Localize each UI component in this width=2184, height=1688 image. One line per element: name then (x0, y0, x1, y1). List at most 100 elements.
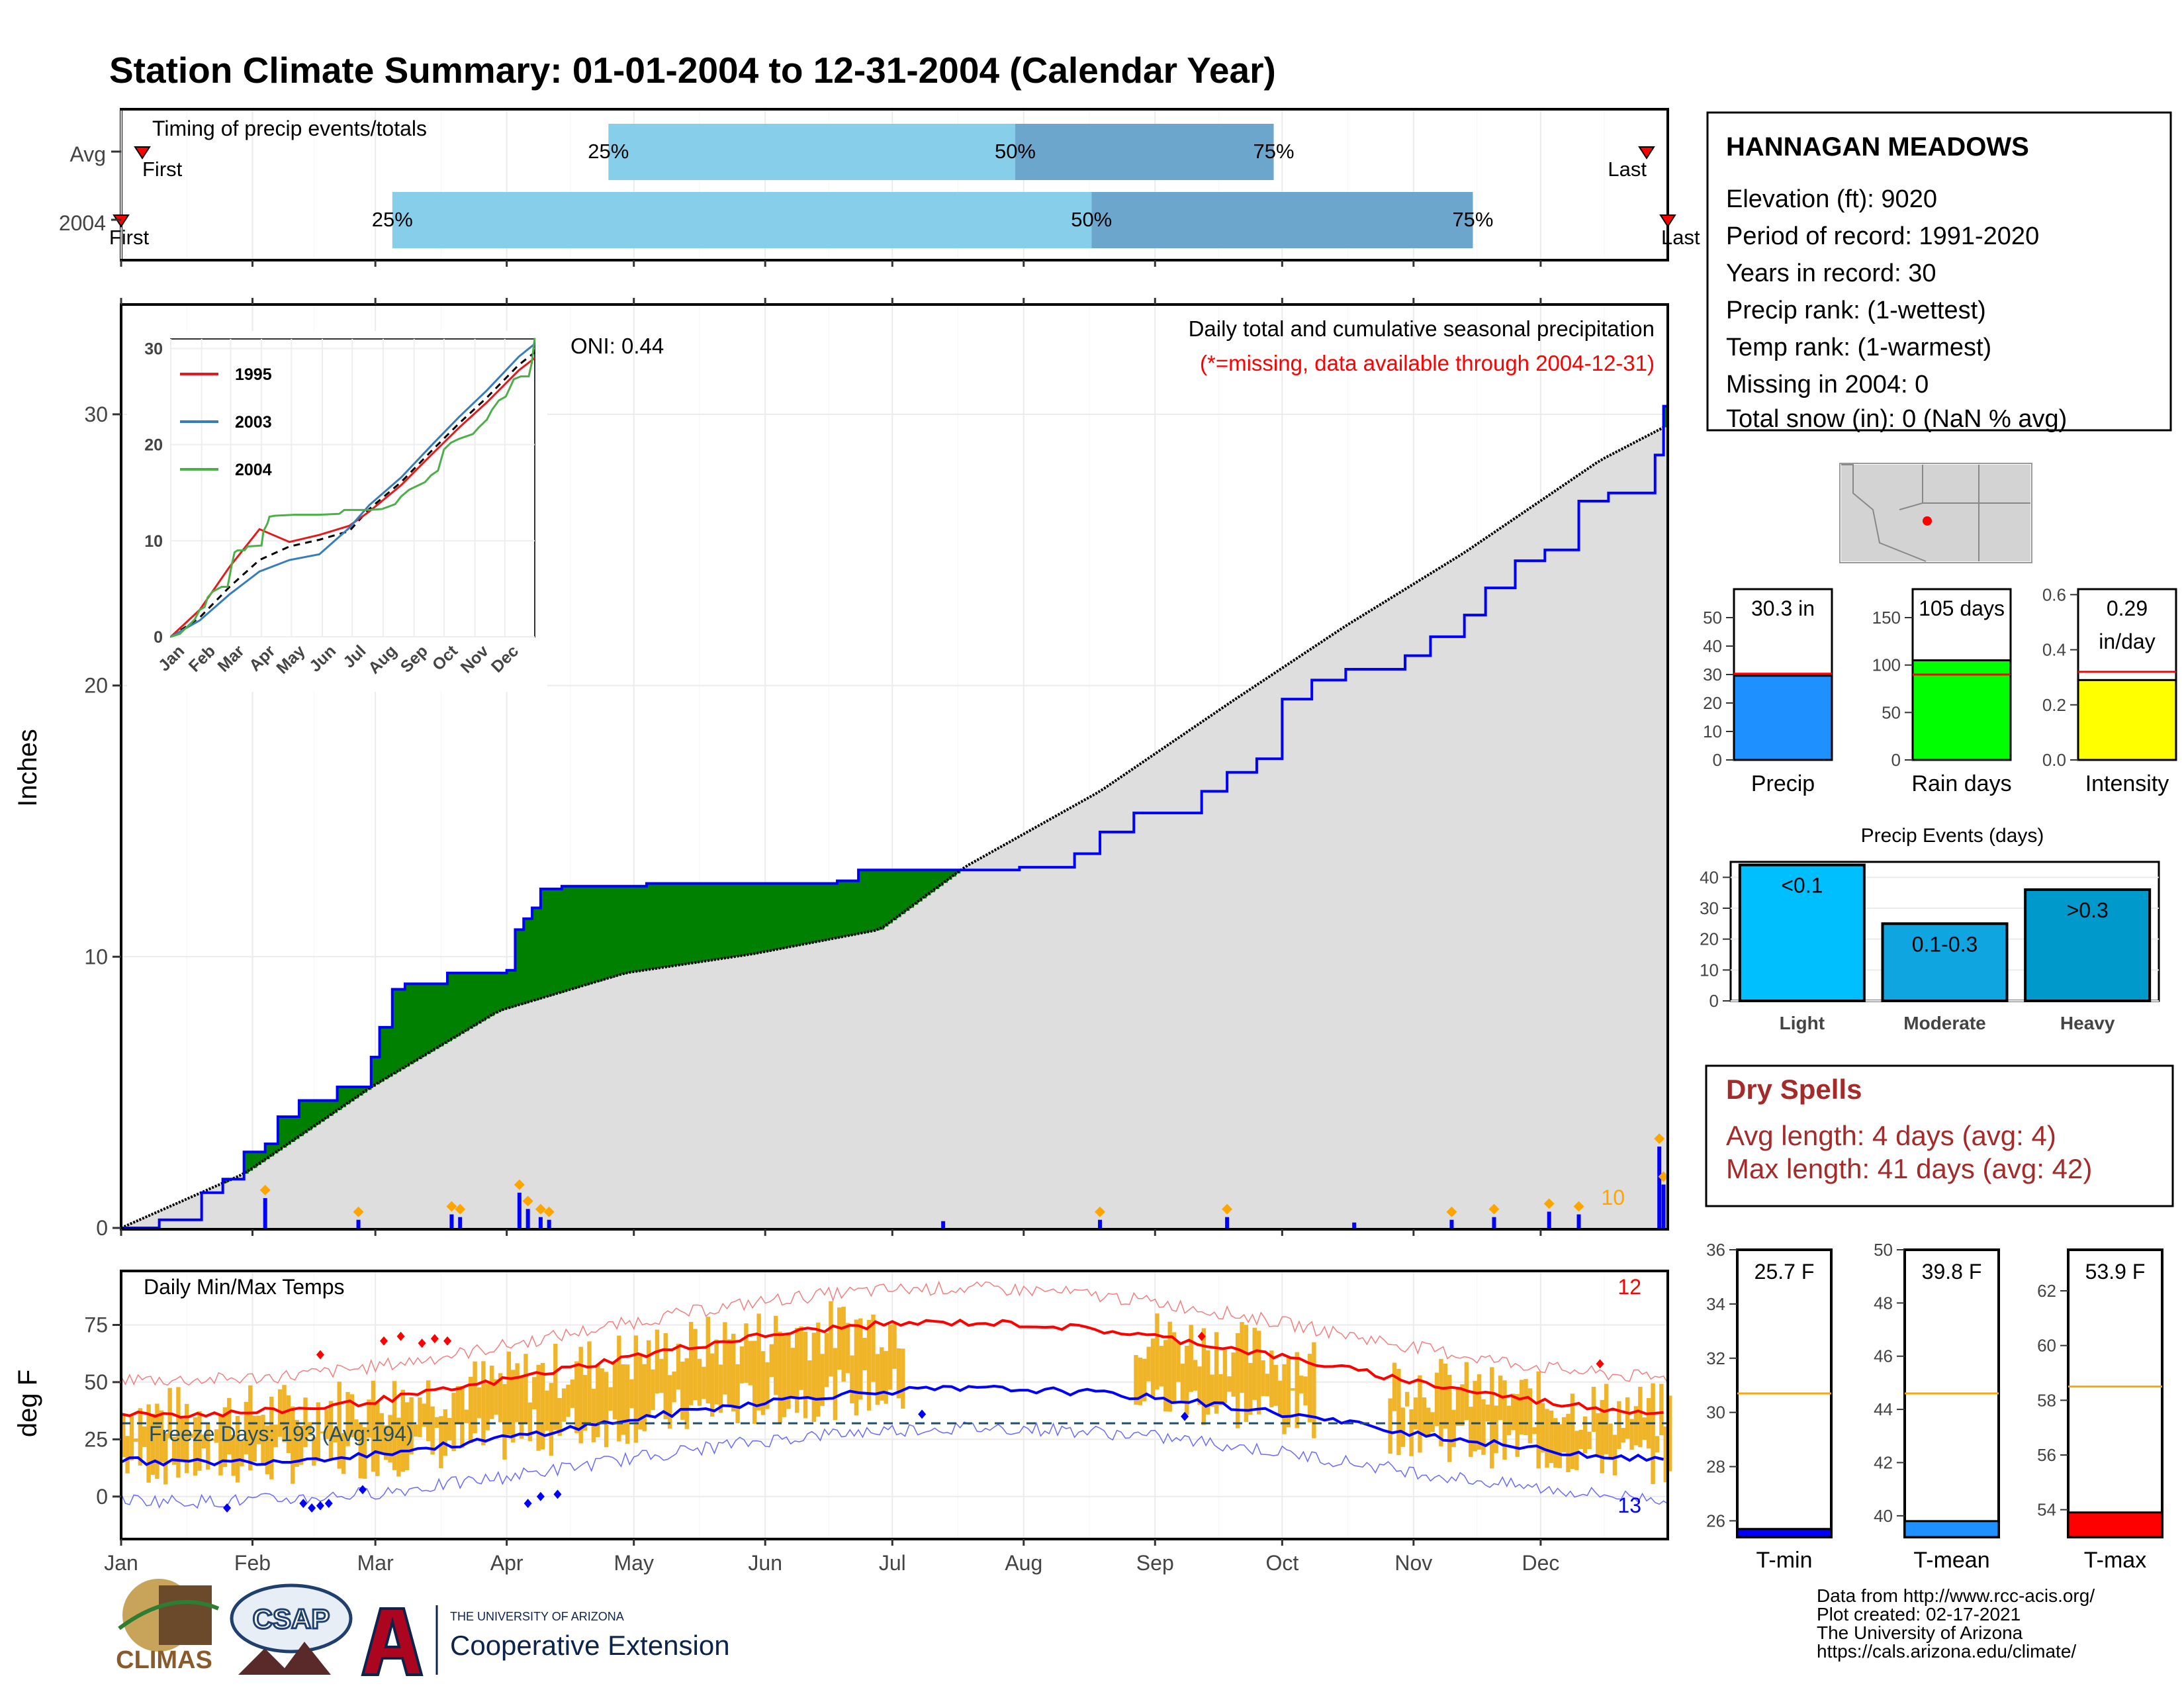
temp-bar-y-tick-label: 40 (1874, 1506, 1893, 1526)
above-normal-fill (511, 970, 516, 1008)
ua-big-text: Cooperative Extension (450, 1630, 730, 1661)
above-normal-fill (549, 888, 554, 996)
daily-temp-bar (1298, 1376, 1304, 1393)
inset-series-1995 (169, 357, 535, 638)
above-normal-fill (604, 886, 609, 980)
daily-temp-bar (621, 1364, 625, 1435)
daily-temp-bar (1621, 1428, 1625, 1443)
daily-temp-bar (159, 1410, 164, 1463)
daily-temp-bar (1282, 1364, 1287, 1434)
daily-temp-bar (608, 1387, 613, 1411)
daily-temp-bar (400, 1389, 405, 1472)
events-bar-label: >0.3 (2067, 898, 2109, 922)
daily-temp-bar (1668, 1395, 1672, 1472)
daily-temp-bar (702, 1366, 706, 1399)
above-normal-fill (930, 870, 935, 892)
daily-temp-bar (498, 1373, 503, 1423)
record-low-marker (299, 1499, 308, 1509)
above-normal-fill (426, 984, 431, 1055)
inset-y-tick-label: 10 (144, 532, 163, 551)
last-event-marker (1638, 146, 1655, 160)
daily-temp-bar (887, 1324, 893, 1390)
above-normal-fill (938, 870, 944, 886)
daily-temp-bar (1227, 1376, 1232, 1392)
summary-y-tick-label: 0.2 (2042, 695, 2066, 715)
above-normal-fill (244, 1152, 249, 1174)
daily-precip-bar (458, 1217, 463, 1228)
above-normal-fill (723, 883, 728, 959)
daily-temp-bar (333, 1428, 338, 1442)
summary-y-tick-label: 100 (1872, 655, 1901, 675)
daily-temp-bar (850, 1355, 854, 1403)
daily-temp-bar (1553, 1418, 1558, 1468)
daily-temp-bar (1663, 1426, 1668, 1482)
precip-y-tick-label: 10 (84, 945, 108, 968)
daily-temp-bar (345, 1391, 350, 1446)
above-normal-fill (409, 984, 414, 1064)
daily-temp-bar (1273, 1364, 1278, 1406)
daily-precip-bar (1547, 1211, 1551, 1228)
above-normal-fill (392, 989, 397, 1074)
record-low-marker (308, 1503, 316, 1513)
daily-temp-bar (1307, 1354, 1312, 1423)
above-normal-fill (769, 883, 774, 951)
daily-temp-bar (392, 1381, 397, 1470)
daily-temp-bar (328, 1401, 334, 1460)
above-normal-fill (896, 870, 901, 917)
summary-y-tick-label: 30 (1703, 665, 1722, 684)
above-normal-fill (354, 1086, 359, 1099)
daily-temp-bar (1277, 1380, 1283, 1416)
daily-temp-bar (892, 1322, 897, 1369)
daily-temp-bar (485, 1383, 490, 1430)
events-y-tick-label: 0 (1709, 991, 1719, 1011)
daily-temp-bar (1469, 1407, 1473, 1457)
daily-precip-bar (525, 1209, 530, 1228)
observed-cumulative-line (121, 384, 1669, 1229)
last-event-marker (1659, 214, 1676, 228)
daily-temp-bar (185, 1403, 189, 1474)
above-normal-fill (744, 883, 749, 956)
above-normal-fill (545, 888, 550, 998)
record-max-line (120, 1280, 1668, 1386)
above-normal-fill (862, 870, 868, 933)
daily-temp-bar (273, 1425, 278, 1448)
climas-mesa (159, 1585, 212, 1645)
daily-temp-bar (354, 1419, 359, 1439)
daily-temp-bar (1502, 1380, 1507, 1460)
daily-temp-bar (1189, 1325, 1193, 1392)
daily-temp-bar (545, 1390, 549, 1431)
temp-panel: 0 25 50 75 Jan Feb Mar Apr May Jun Jul Aug Sep Oct No… (13, 260, 1672, 1575)
summary-y-tick-label: 0.0 (2042, 750, 2066, 770)
above-normal-fill (663, 883, 668, 968)
station-frame (1706, 111, 2172, 432)
record-high-marker (316, 1350, 324, 1360)
dry-spells-avg: Avg length: 4 days (avg: 4) (1726, 1120, 2056, 1151)
daily-temp-bar (1240, 1322, 1244, 1393)
month-label: May (614, 1551, 654, 1575)
record-low-marker (918, 1409, 927, 1419)
above-normal-fill (718, 883, 723, 959)
timing-p75: 75% (1452, 208, 1493, 231)
timing-p25: 25% (588, 140, 629, 163)
daily-temp-bar (210, 1438, 214, 1441)
heavy-event-marker (1488, 1203, 1500, 1215)
daily-temp-bar (574, 1361, 579, 1433)
daily-temp-bar (502, 1383, 507, 1460)
daily-temp-bar (367, 1399, 371, 1438)
daily-temp-bar (163, 1433, 168, 1485)
precip-ylabel: Inches (13, 729, 42, 807)
daily-temp-bar (481, 1361, 486, 1446)
daily-temp-bar (473, 1361, 477, 1434)
daily-precip-bar (517, 1192, 522, 1228)
daily-temp-bar (240, 1439, 244, 1466)
daily-temp-bar (227, 1397, 232, 1455)
daily-temp-bar (1578, 1429, 1583, 1449)
daily-temp-bar (1481, 1399, 1486, 1455)
daily-temp-bar (829, 1301, 833, 1377)
events-bar-label: <0.1 (1781, 874, 1823, 898)
above-normal-fill (413, 984, 418, 1062)
above-normal-fill (833, 883, 838, 939)
summary-y-tick-label: 10 (1703, 722, 1722, 741)
credits: Data from http://www.rcc-acis.org/ Plot … (1817, 1585, 2095, 1662)
above-normal-fill (765, 883, 770, 952)
